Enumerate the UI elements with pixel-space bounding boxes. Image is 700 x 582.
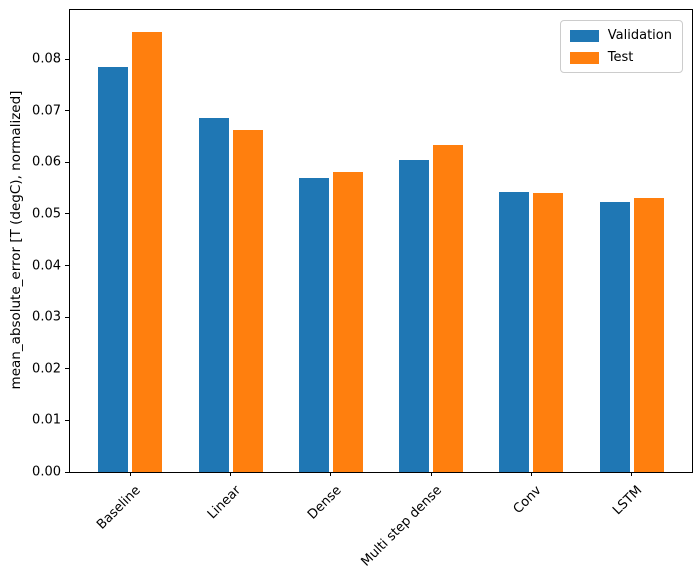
x-tick-label: Multi step dense [358, 483, 445, 570]
y-tick-label: 0.06 [32, 154, 61, 170]
y-tick-label: 0.07 [32, 103, 61, 119]
y-tick-mark [65, 58, 69, 60]
y-tick-label: 0.03 [32, 309, 61, 325]
y-tick-mark [65, 471, 69, 473]
bar-validation-lstm [599, 202, 630, 472]
y-tick-mark [65, 419, 69, 421]
legend-label: Validation [607, 28, 672, 43]
bar-validation-baseline [98, 66, 129, 472]
bar-validation-linear [198, 117, 229, 472]
legend-swatch-icon [569, 51, 599, 64]
bar-test-dense [332, 171, 363, 472]
legend-swatch-icon [569, 29, 599, 42]
bar-test-lstm [633, 197, 664, 472]
bar-test-baseline [132, 32, 163, 472]
x-tick-label: Dense [304, 483, 345, 523]
y-tick-label: 0.02 [32, 361, 61, 377]
legend-entry-test: Test [569, 50, 672, 65]
x-tick-mark [430, 472, 432, 476]
x-tick-mark [330, 472, 332, 476]
plot-area: 0.00 0.01 0.02 0.03 0.04 0.05 0.06 0.07 0.08 Bas… [32, 9, 693, 570]
x-tick-label: Conv [511, 483, 545, 517]
y-tick-mark [65, 316, 69, 318]
x-tick-mark [631, 472, 633, 476]
bar-validation-conv [499, 191, 530, 472]
y-tick-mark [65, 161, 69, 163]
bar-validation-dense [298, 177, 329, 472]
bar-validation-multi-step-dense [399, 159, 430, 472]
bar-test-conv [533, 192, 564, 472]
legend: Validation Test [559, 20, 683, 73]
y-tick-mark [65, 368, 69, 370]
bar-test-linear [232, 129, 263, 472]
x-tick-label: Linear [205, 483, 245, 523]
y-tick-label: 0.08 [32, 51, 61, 67]
x-tick-label: LSTM [610, 483, 646, 519]
y-axis-label: mean_absolute_error [T (degC), normalize… [8, 90, 24, 390]
x-tick-mark [230, 472, 232, 476]
x-tick-label: Baseline [94, 483, 144, 533]
legend-entry-validation: Validation [569, 28, 672, 43]
bar-test-multi-step-dense [433, 145, 464, 472]
y-tick-mark [65, 265, 69, 267]
legend-label: Test [607, 50, 634, 65]
y-tick-label: 0.00 [32, 464, 61, 480]
y-tick-label: 0.04 [32, 258, 61, 274]
y-tick-label: 0.05 [32, 206, 61, 222]
x-tick-mark [129, 472, 131, 476]
y-tick-label: 0.01 [32, 412, 61, 428]
y-tick-mark [65, 213, 69, 215]
y-tick-mark [65, 110, 69, 112]
x-tick-mark [530, 472, 532, 476]
